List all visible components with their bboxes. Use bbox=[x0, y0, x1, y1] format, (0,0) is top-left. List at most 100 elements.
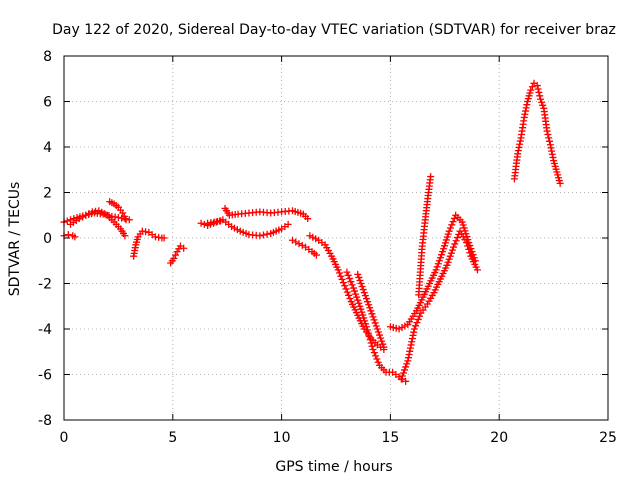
grid-layer bbox=[64, 56, 608, 420]
data-point bbox=[556, 179, 564, 187]
data-point bbox=[172, 251, 180, 259]
data-point bbox=[363, 326, 371, 334]
data-point bbox=[405, 350, 413, 358]
data-point bbox=[373, 355, 381, 363]
series-track-05 bbox=[130, 227, 168, 260]
data-point bbox=[304, 215, 312, 223]
data-point bbox=[341, 282, 349, 290]
y-tick-label: 8 bbox=[43, 49, 52, 65]
data-point bbox=[406, 344, 414, 352]
data-point bbox=[354, 270, 362, 278]
data-point bbox=[376, 331, 384, 339]
y-tick-label: 4 bbox=[43, 140, 52, 156]
data-point bbox=[528, 83, 536, 91]
series-track-03 bbox=[67, 207, 129, 240]
data-point bbox=[402, 377, 410, 385]
data-point bbox=[535, 88, 543, 96]
data-point bbox=[436, 254, 444, 262]
data-point bbox=[449, 218, 457, 226]
data-point bbox=[548, 150, 556, 158]
series-track-10 bbox=[288, 236, 320, 259]
data-point bbox=[413, 319, 421, 327]
data-point bbox=[356, 276, 364, 284]
data-point bbox=[447, 249, 455, 257]
data-point bbox=[435, 257, 443, 265]
data-point bbox=[516, 137, 524, 145]
data-point bbox=[358, 283, 366, 291]
data-point bbox=[337, 272, 345, 280]
data-point bbox=[448, 246, 456, 254]
data-point bbox=[533, 82, 541, 90]
data-point bbox=[120, 212, 128, 220]
data-point bbox=[537, 95, 545, 103]
data-point bbox=[548, 147, 556, 155]
data-point bbox=[515, 143, 523, 151]
data-point bbox=[444, 258, 452, 266]
data-point bbox=[397, 375, 405, 383]
data-point bbox=[446, 224, 454, 232]
x-tick-label: 5 bbox=[168, 430, 177, 446]
marks-layer bbox=[60, 79, 564, 385]
data-point bbox=[347, 278, 355, 286]
data-point bbox=[464, 242, 472, 250]
data-point bbox=[372, 352, 380, 360]
data-point bbox=[361, 292, 369, 300]
data-point bbox=[366, 336, 374, 344]
data-point bbox=[539, 101, 547, 109]
series-track-06 bbox=[167, 242, 188, 267]
data-point bbox=[342, 285, 350, 293]
data-point bbox=[538, 98, 546, 106]
data-point bbox=[263, 230, 271, 238]
data-point bbox=[197, 219, 205, 227]
data-point bbox=[284, 220, 292, 228]
data-point bbox=[350, 287, 358, 295]
data-point bbox=[549, 153, 557, 161]
data-point bbox=[522, 107, 530, 115]
x-tick-label: 15 bbox=[381, 430, 399, 446]
data-point bbox=[217, 217, 225, 225]
series-track-14 bbox=[386, 211, 479, 333]
data-point bbox=[362, 323, 370, 331]
data-point bbox=[398, 372, 406, 380]
x-tick-label: 20 bbox=[490, 430, 508, 446]
data-point bbox=[357, 280, 365, 287]
data-point bbox=[408, 338, 416, 346]
data-point bbox=[368, 342, 376, 350]
data-point bbox=[160, 234, 168, 242]
data-point bbox=[339, 279, 347, 287]
data-point bbox=[119, 209, 127, 217]
data-point bbox=[180, 244, 188, 252]
data-point bbox=[408, 335, 416, 343]
data-point bbox=[349, 284, 357, 292]
ticks-layer: 0 5 10 15 20 25 -8 -6 -4 -2 0 2 4 6 8 bbox=[38, 49, 617, 446]
data-point bbox=[312, 251, 320, 259]
data-point bbox=[346, 295, 354, 303]
x-axis-label: GPS time / hours bbox=[275, 459, 392, 475]
chart-title: Day 122 of 2020, Sidereal Day-to-day VTE… bbox=[52, 22, 616, 38]
data-point bbox=[354, 296, 362, 304]
data-point bbox=[534, 85, 542, 93]
data-point bbox=[404, 357, 412, 365]
data-point bbox=[410, 328, 418, 336]
data-point bbox=[121, 232, 129, 240]
data-point bbox=[122, 216, 130, 224]
data-point bbox=[427, 173, 435, 181]
data-point bbox=[362, 295, 370, 303]
data-point bbox=[373, 325, 381, 333]
data-point bbox=[335, 269, 343, 277]
data-point bbox=[345, 274, 353, 282]
data-point bbox=[365, 332, 373, 340]
data-point bbox=[432, 266, 440, 274]
data-point bbox=[379, 340, 387, 348]
data-point bbox=[547, 144, 555, 152]
data-point bbox=[403, 360, 411, 368]
data-point bbox=[343, 288, 351, 296]
x-tick-label: 10 bbox=[273, 430, 291, 446]
data-point bbox=[448, 221, 456, 229]
series-track-08 bbox=[204, 217, 225, 227]
series-track-04 bbox=[106, 198, 130, 224]
data-point bbox=[348, 281, 356, 289]
data-point bbox=[355, 273, 363, 281]
